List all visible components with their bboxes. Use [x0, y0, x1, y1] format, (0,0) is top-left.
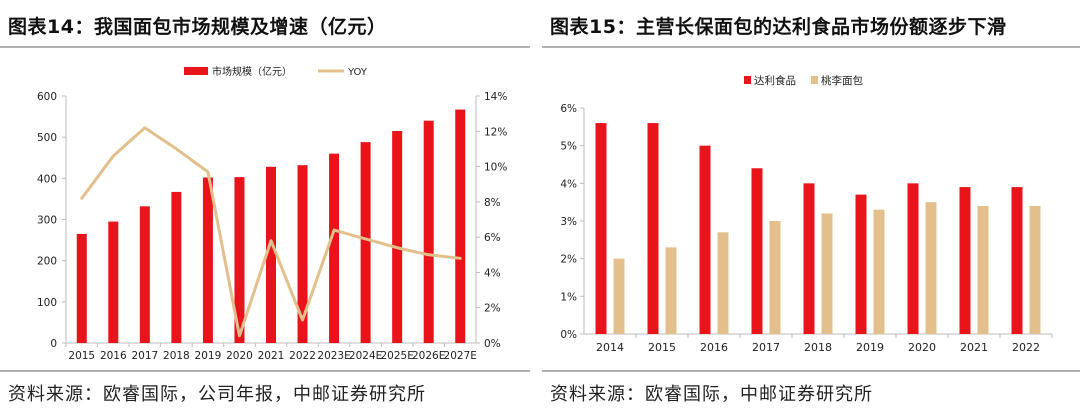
bar-market-size	[202, 177, 213, 343]
x-tick-label: 2017	[752, 341, 780, 354]
bar-dali	[595, 123, 607, 334]
title-rule	[0, 46, 530, 48]
x-tick-label: 2016	[100, 350, 127, 362]
x-tick-label: 2014	[596, 341, 624, 354]
y-tick-label-right: 0%	[484, 338, 501, 350]
bar-taoli	[873, 209, 885, 334]
bar-taoli	[1029, 205, 1041, 334]
y-tick-label-left: 400	[37, 173, 57, 185]
y-tick-label-left: 600	[37, 91, 57, 103]
bar-taoli	[925, 202, 937, 334]
legend-label-taoli: 桃李面包	[821, 74, 863, 87]
legend-swatch-market-size	[184, 67, 208, 75]
figure-15-title: 图表15：主营长保面包的达利食品市场份额逐步下滑	[550, 16, 1007, 38]
y-tick-label: 6%	[560, 103, 577, 115]
x-tick-label: 2018	[163, 350, 190, 362]
x-tick-label: 2022	[289, 350, 316, 362]
x-tick-label: 2027E	[444, 350, 477, 362]
x-tick-label: 2018	[804, 341, 832, 354]
y-tick-label-right: 8%	[484, 197, 501, 209]
x-tick-label: 2026E	[412, 350, 445, 362]
bar-market-size	[392, 130, 403, 343]
x-tick-label: 2019	[856, 341, 884, 354]
x-tick-label: 2015	[68, 350, 95, 362]
bar-taoli	[613, 258, 625, 334]
x-tick-label: 2024E	[349, 350, 382, 362]
y-tick-label-left: 0	[50, 338, 57, 350]
y-tick-label: 2%	[560, 254, 577, 266]
bar-market-size	[423, 120, 434, 343]
figure-14-title: 图表14：我国面包市场规模及增速（亿元）	[8, 16, 387, 38]
figure-15-panel: 图表15：主营长保面包的达利食品市场份额逐步下滑 达利食品 桃李面包 0% 1% 2% 3…	[542, 0, 1080, 418]
x-tick-label: 2021	[960, 341, 988, 354]
y-tick-label-right: 2%	[484, 303, 501, 315]
x-tick-label: 2020	[226, 350, 253, 362]
y-tick-label-right: 14%	[484, 91, 507, 103]
y-tick-label-right: 6%	[484, 232, 501, 244]
y-tick-label-right: 12%	[484, 126, 507, 138]
market-share-chart: 达利食品 桃李面包 0% 1% 2% 3% 4% 5% 6% 2014 2015 2016 2017 20…	[560, 74, 1053, 354]
x-tick-label: 2017	[131, 350, 158, 362]
bar-taoli	[821, 213, 833, 334]
bar-dali	[1011, 187, 1023, 334]
y-tick-label: 0%	[560, 329, 577, 341]
bar-market-size	[108, 221, 119, 343]
x-tick-label: 2023E	[317, 350, 350, 362]
y-tick-label-right: 10%	[484, 162, 507, 174]
figure-15-source: 资料来源：欧睿国际，中邮证券研究所	[550, 384, 873, 405]
y-tick-label-left: 200	[37, 256, 57, 268]
x-tick-label: 2016	[700, 341, 728, 354]
bar-market-size	[171, 191, 182, 343]
market-size-chart: 市场规模（亿元） YOY 0 100 200 300 400 500 600 0% 2% 4% 6% 8%…	[37, 65, 507, 362]
legend-label-yoy: YOY	[347, 67, 368, 78]
bar-market-size	[234, 177, 245, 343]
bar-market-size	[76, 233, 87, 343]
y-tick-label: 5%	[560, 141, 577, 153]
x-tick-label: 2022	[1012, 341, 1040, 354]
bar-dali	[803, 183, 815, 334]
figure-14-panel: 图表14：我国面包市场规模及增速（亿元） 市场规模（亿元） YOY 0 100 200 3…	[0, 0, 530, 418]
x-tick-label: 2025E	[380, 350, 413, 362]
y-tick-label: 3%	[560, 216, 577, 228]
y-tick-label: 4%	[560, 178, 577, 190]
x-tick-label: 2019	[195, 350, 222, 362]
x-tick-label: 2015	[648, 341, 676, 354]
legend-swatch-dali	[744, 76, 751, 84]
legend-label-market-size: 市场规模（亿元）	[212, 65, 292, 78]
bar-dali	[699, 145, 711, 334]
y-tick-label-left: 100	[37, 297, 57, 309]
legend-label-dali: 达利食品	[754, 74, 796, 87]
bar-market-size	[139, 206, 150, 343]
bar-market-size	[360, 142, 371, 343]
source-rule	[0, 370, 530, 372]
bar-taoli	[717, 232, 729, 334]
bar-dali	[907, 183, 919, 334]
y-tick-label: 1%	[560, 291, 577, 303]
bar-dali	[751, 168, 763, 334]
bar-market-size	[329, 153, 340, 343]
y-tick-label-right: 4%	[484, 267, 501, 279]
bar-taoli	[977, 205, 989, 334]
bar-dali	[647, 123, 659, 334]
bar-market-size	[455, 109, 466, 344]
y-tick-label-left: 300	[37, 215, 57, 227]
bar-dali	[855, 194, 867, 334]
bar-taoli	[769, 221, 781, 334]
bar-taoli	[665, 247, 677, 334]
bar-dali	[959, 187, 971, 334]
y-tick-label-left: 500	[37, 132, 57, 144]
bar-market-size	[266, 166, 276, 343]
bar-market-size	[297, 165, 308, 343]
x-tick-label: 2021	[258, 350, 285, 362]
title-rule	[542, 46, 1080, 48]
x-tick-label: 2020	[908, 341, 936, 354]
line-yoy	[80, 126, 462, 338]
figure-14-source: 资料来源：欧睿国际，公司年报，中邮证券研究所	[8, 384, 426, 405]
legend-swatch-taoli	[811, 76, 818, 84]
source-rule	[542, 370, 1080, 372]
